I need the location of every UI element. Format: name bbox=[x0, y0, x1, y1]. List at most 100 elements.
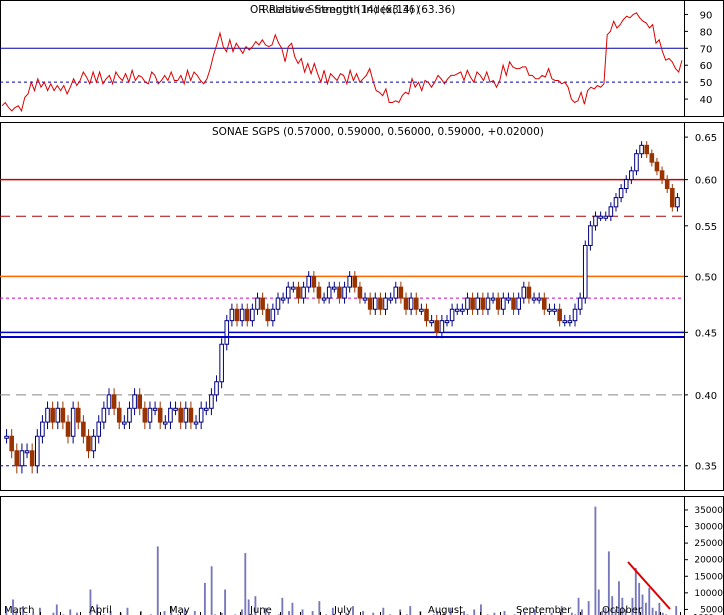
price-bar-body bbox=[547, 308, 552, 312]
volume-bar bbox=[463, 611, 466, 615]
price-bar-body bbox=[495, 297, 501, 310]
price-bar-body bbox=[352, 275, 358, 288]
volume-bar bbox=[210, 566, 213, 615]
price-bar-body bbox=[511, 297, 516, 310]
volume-bar bbox=[224, 589, 227, 615]
price-bar-body bbox=[132, 394, 137, 409]
price-bar-body bbox=[419, 308, 424, 312]
price-bar-body bbox=[224, 320, 230, 345]
price-bar-body bbox=[229, 308, 235, 322]
price-bar-body bbox=[372, 297, 378, 310]
volume-bar bbox=[362, 611, 365, 615]
price-bar-body bbox=[275, 297, 281, 310]
price-title: SONAE SGPS (0.57000, 0.59000, 0.56000, 0… bbox=[212, 126, 544, 138]
volume-bar bbox=[5, 607, 8, 615]
price-bar-body bbox=[582, 244, 588, 299]
volume-bar bbox=[311, 611, 314, 615]
volume-tick-label: 30000 bbox=[694, 523, 723, 533]
price-bar-body bbox=[480, 297, 486, 310]
price-bar-body bbox=[198, 407, 204, 423]
volume-bar bbox=[15, 611, 18, 615]
volume-bar bbox=[163, 611, 166, 615]
price-bar-body bbox=[239, 308, 245, 322]
price-bar-body bbox=[634, 153, 639, 172]
volume-bar bbox=[55, 604, 58, 615]
price-bar-body bbox=[521, 286, 527, 299]
price-bar-body bbox=[342, 286, 347, 299]
price-bar-body bbox=[608, 206, 614, 217]
price-bar-body bbox=[449, 308, 455, 322]
x-axis-label: April bbox=[89, 605, 112, 615]
price-bar-body bbox=[526, 286, 532, 299]
price-bar-body bbox=[603, 215, 609, 219]
price-bar-body bbox=[337, 286, 342, 299]
price-bar-body bbox=[531, 297, 537, 301]
volume-bar bbox=[601, 611, 604, 615]
price-bar-body bbox=[311, 275, 317, 288]
price-bar-body bbox=[444, 320, 450, 324]
volume-bar bbox=[352, 606, 354, 615]
rsi-title: OR Relative Strength Index(14) (63.36) bbox=[250, 4, 455, 16]
volume-tick-label: 15000 bbox=[694, 572, 723, 582]
price-bar-body bbox=[86, 435, 91, 452]
volume-bar bbox=[581, 609, 583, 615]
price-bar-body bbox=[157, 407, 163, 423]
volume-bar bbox=[560, 606, 563, 615]
volume-bar bbox=[604, 607, 607, 615]
price-bar-body bbox=[552, 308, 557, 312]
price-bar-body bbox=[613, 197, 619, 208]
volume-bar bbox=[570, 612, 573, 615]
volume-bar bbox=[503, 611, 506, 615]
price-bar-body bbox=[654, 161, 660, 172]
volume-bar bbox=[39, 607, 41, 615]
x-axis-label: July bbox=[333, 605, 352, 615]
volume-bar bbox=[621, 597, 624, 615]
price-bar-body bbox=[116, 407, 122, 423]
price-bar-body bbox=[234, 308, 240, 322]
rsi-panel: 40 50 60 70 80 90 OR Relative Strength Index(… bbox=[0, 4, 713, 113]
price-bar-body bbox=[675, 197, 680, 208]
rsi-tick-label: 50 bbox=[700, 78, 713, 89]
volume-bar bbox=[597, 589, 600, 615]
price-bar-body bbox=[106, 394, 112, 409]
price-bar-body bbox=[403, 297, 409, 310]
volume-bar bbox=[675, 606, 678, 615]
price-bar-body bbox=[203, 407, 209, 411]
price-bar-body bbox=[413, 297, 419, 310]
price-bar-body bbox=[347, 275, 352, 288]
price-bar-body bbox=[332, 286, 337, 290]
rsi-tick-label: 80 bbox=[700, 27, 713, 38]
volume-bar bbox=[577, 597, 580, 615]
price-bar-body bbox=[644, 144, 650, 155]
volume-bar bbox=[661, 612, 664, 615]
price-bar-body bbox=[588, 225, 593, 246]
rsi-title-overlay: Relative Strength (14) (63.36) bbox=[262, 4, 420, 16]
price-bar-body bbox=[321, 297, 327, 301]
volume-trend-line bbox=[627, 561, 671, 610]
volume-bar bbox=[267, 612, 270, 615]
price-bar-body bbox=[362, 297, 368, 301]
price-bar-body bbox=[188, 407, 194, 423]
volume-bar bbox=[89, 589, 92, 615]
price-bar-body bbox=[429, 320, 434, 324]
price-bar-body bbox=[193, 421, 199, 425]
price-bar-body bbox=[265, 308, 271, 322]
volume-bar bbox=[220, 612, 223, 615]
price-bar-body bbox=[45, 407, 50, 423]
price-bar-body bbox=[378, 297, 383, 310]
volume-bar bbox=[76, 612, 78, 615]
price-tick-label: 0.35 bbox=[695, 462, 717, 473]
volume-bar bbox=[655, 611, 657, 615]
volume-bar bbox=[648, 587, 651, 615]
volume-bar bbox=[52, 612, 55, 615]
price-bar-body bbox=[244, 308, 250, 322]
volume-bar bbox=[436, 611, 439, 615]
price-bar-body bbox=[475, 297, 481, 310]
volume-bar bbox=[523, 612, 526, 615]
price-bar-body bbox=[306, 275, 312, 288]
price-bar-body bbox=[214, 381, 219, 396]
price-bar-body bbox=[122, 421, 127, 425]
volume-tick-label: 35000 bbox=[694, 506, 723, 516]
price-bar-body bbox=[572, 308, 578, 322]
price-bar-body bbox=[649, 153, 655, 163]
